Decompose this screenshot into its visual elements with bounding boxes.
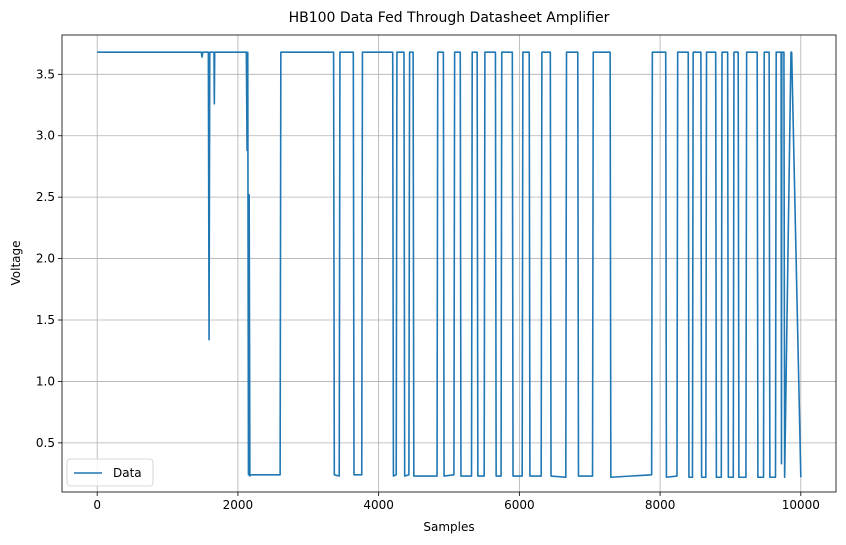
y-tick-label: 2.5 bbox=[36, 190, 55, 204]
series-layer bbox=[97, 51, 802, 479]
legend-label: Data bbox=[113, 466, 142, 480]
y-axis-ticks: 0.5 1.0 1.5 2.0 2.5 3.0 3.5 bbox=[36, 67, 62, 450]
chart-title: HB100 Data Fed Through Datasheet Amplifi… bbox=[289, 10, 610, 26]
x-tick-label: 8000 bbox=[645, 498, 676, 512]
x-tick-label: 6000 bbox=[504, 498, 535, 512]
y-tick-label: 3.0 bbox=[36, 129, 55, 143]
y-axis-title: Voltage bbox=[9, 240, 23, 285]
x-axis-ticks: 0 2000 4000 6000 8000 10000 bbox=[93, 492, 820, 512]
x-tick-label: 2000 bbox=[223, 498, 254, 512]
legend: Data bbox=[66, 458, 154, 487]
y-tick-label: 2.0 bbox=[36, 252, 55, 266]
x-tick-label: 4000 bbox=[363, 498, 394, 512]
y-tick-label: 3.5 bbox=[36, 67, 55, 81]
series-line-data bbox=[97, 51, 802, 479]
y-tick-label: 0.5 bbox=[36, 436, 55, 450]
plot-frame bbox=[61, 34, 837, 493]
legend-box bbox=[66, 458, 154, 487]
x-tick-label: 0 bbox=[93, 498, 101, 512]
x-axis-title: Samples bbox=[423, 520, 474, 534]
plot-area bbox=[62, 35, 836, 492]
x-tick-label: 10000 bbox=[782, 498, 820, 512]
y-tick-label: 1.0 bbox=[36, 374, 55, 388]
y-tick-label: 1.5 bbox=[36, 313, 55, 327]
